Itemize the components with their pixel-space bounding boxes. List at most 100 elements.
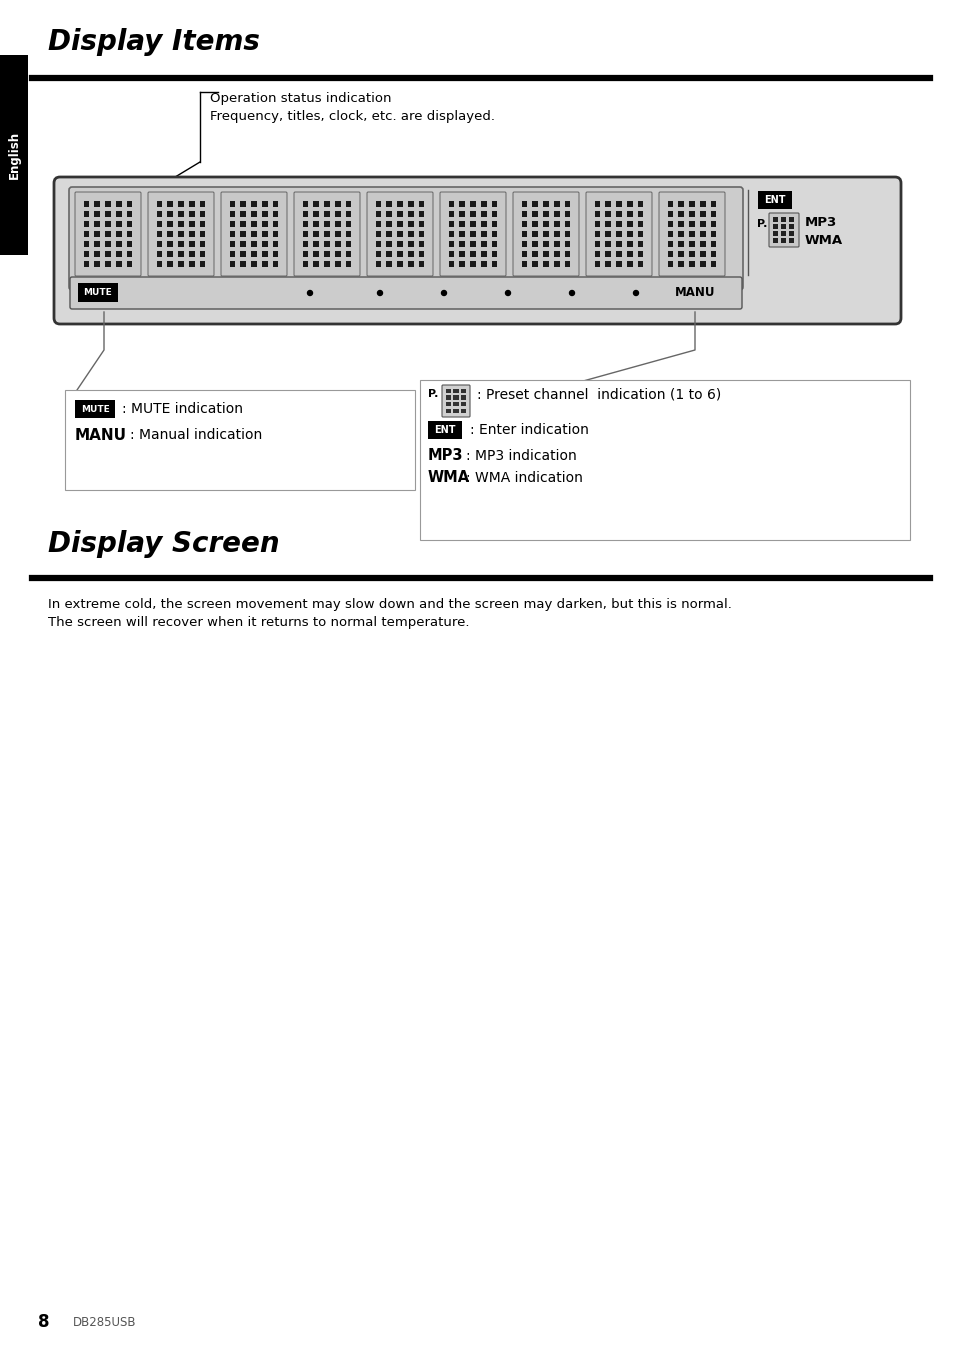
Bar [156, 241, 162, 247]
Bar [335, 241, 340, 247]
Bar [189, 222, 194, 227]
Bar [386, 261, 392, 266]
Bar [115, 251, 122, 257]
Bar [156, 211, 162, 216]
Bar [470, 201, 476, 207]
Bar [470, 261, 476, 266]
Bar [688, 211, 694, 216]
Bar [407, 211, 414, 216]
Text: Frequency, titles, clock, etc. are displayed.: Frequency, titles, clock, etc. are displ… [210, 110, 495, 123]
Bar [788, 238, 793, 243]
Bar [445, 395, 451, 400]
Bar [710, 222, 716, 227]
Bar [448, 251, 454, 257]
Bar [700, 241, 705, 247]
Text: In extreme cold, the screen movement may slow down and the screen may darken, bu: In extreme cold, the screen movement may… [48, 598, 731, 611]
FancyBboxPatch shape [75, 192, 141, 276]
Bar [189, 201, 194, 207]
Bar [637, 231, 642, 237]
Bar [667, 241, 673, 247]
Bar [407, 201, 414, 207]
Bar [688, 231, 694, 237]
Bar [127, 261, 132, 266]
Bar [667, 222, 673, 227]
Circle shape [441, 291, 446, 296]
Bar [407, 231, 414, 237]
Bar [240, 201, 246, 207]
Bar [167, 231, 173, 237]
Bar [240, 231, 246, 237]
Bar [324, 251, 330, 257]
Bar [167, 211, 173, 216]
Bar [240, 222, 246, 227]
Bar [480, 231, 486, 237]
Bar [532, 231, 537, 237]
Bar [78, 283, 118, 301]
Bar [345, 251, 351, 257]
Bar [94, 251, 100, 257]
Bar [667, 201, 673, 207]
Bar [781, 231, 785, 235]
Bar [458, 211, 465, 216]
Bar [105, 201, 111, 207]
Text: DB285USB: DB285USB [73, 1315, 136, 1329]
FancyBboxPatch shape [768, 214, 799, 247]
Bar [251, 201, 256, 207]
Bar [386, 241, 392, 247]
Bar [532, 261, 537, 266]
Bar [407, 251, 414, 257]
Bar [604, 222, 611, 227]
Bar [178, 231, 184, 237]
Bar [75, 400, 115, 418]
Bar [448, 231, 454, 237]
Circle shape [633, 291, 638, 296]
Bar [626, 231, 632, 237]
Text: MP3: MP3 [804, 215, 837, 228]
Bar [167, 201, 173, 207]
Bar [564, 261, 570, 266]
Bar [230, 231, 235, 237]
Bar [335, 261, 340, 266]
Bar [199, 231, 205, 237]
Text: Display Items: Display Items [48, 28, 259, 55]
Bar [773, 231, 778, 235]
Bar [700, 211, 705, 216]
Bar [418, 231, 424, 237]
Bar [532, 222, 537, 227]
Bar [758, 191, 791, 210]
Bar [788, 224, 793, 228]
Bar [521, 211, 527, 216]
Bar [324, 241, 330, 247]
Bar [594, 261, 599, 266]
Bar [553, 261, 559, 266]
Bar [773, 224, 778, 228]
Bar [553, 251, 559, 257]
Bar [302, 251, 308, 257]
Text: : MUTE indication: : MUTE indication [122, 402, 243, 416]
Bar [448, 261, 454, 266]
Bar [345, 211, 351, 216]
Bar [616, 261, 621, 266]
Bar [458, 231, 465, 237]
Bar [313, 241, 319, 247]
Bar [178, 251, 184, 257]
Bar [84, 241, 90, 247]
Bar [418, 241, 424, 247]
Bar [458, 241, 465, 247]
Bar [324, 211, 330, 216]
Bar [199, 201, 205, 207]
Text: WMA: WMA [428, 470, 470, 485]
Bar [84, 231, 90, 237]
Bar [230, 261, 235, 266]
Bar [678, 261, 683, 266]
Bar [564, 201, 570, 207]
Bar [386, 251, 392, 257]
Bar [375, 201, 381, 207]
Bar [230, 211, 235, 216]
Circle shape [377, 291, 382, 296]
Text: Operation status indication: Operation status indication [210, 92, 391, 105]
Bar [324, 261, 330, 266]
Bar [604, 231, 611, 237]
Bar [773, 216, 778, 222]
Bar [261, 241, 268, 247]
